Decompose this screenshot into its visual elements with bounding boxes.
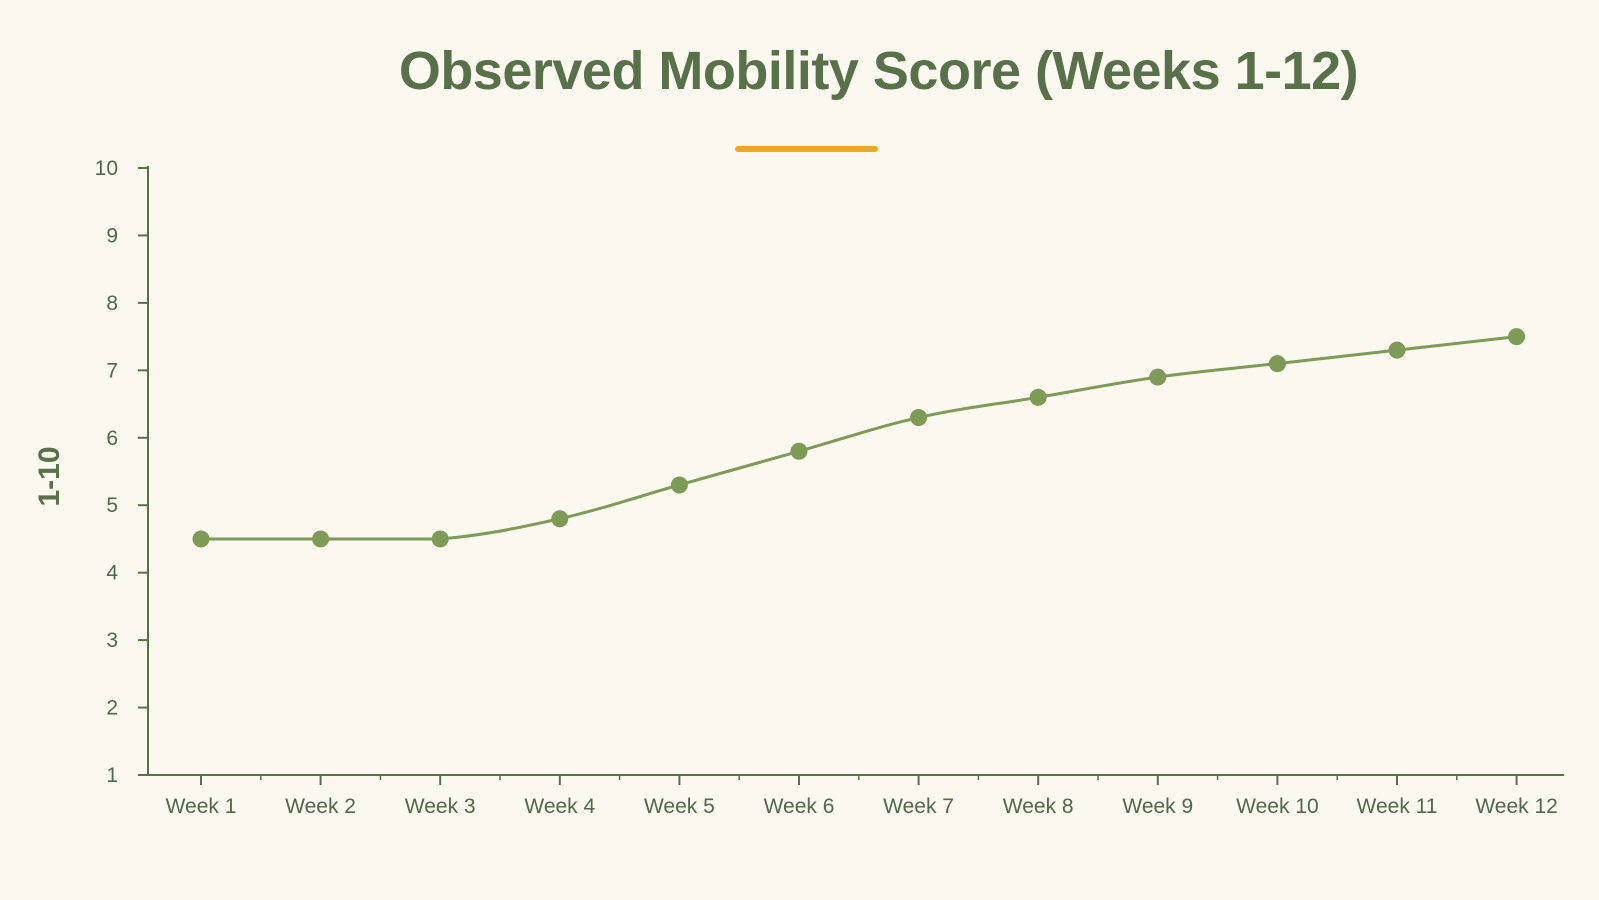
chart-title: Observed Mobility Score (Weeks 1-12) [398,41,1359,101]
y-tick-label: 10 [95,157,118,180]
y-tick-label: 8 [106,292,118,315]
x-ticks: Week 1 Week 2 Week 3 Week 4 Week 5 Week 6 Week… [166,775,1558,818]
x-axis: Week 1 Week 2 Week 3 Week 4 Week 5 Week 6 Week… [148,774,1564,818]
x-tick-label: Week 11 [1357,795,1438,818]
y-tick-label: 5 [106,494,118,517]
data-point [551,510,569,528]
y-tick-label: 3 [106,629,118,652]
x-tick-label: Week 10 [1236,795,1319,818]
data-point [1388,341,1406,359]
title-accent-underline [735,146,878,152]
data-point [1268,355,1286,373]
data-point [910,409,928,427]
x-tick-label: Week 1 [166,795,237,818]
y-tick-label: 1 [106,764,118,787]
data-point [1029,388,1047,406]
y-axis-label: 1-10 [33,446,66,506]
data-point [1508,328,1526,346]
y-tick-label: 7 [106,359,118,382]
data-point [1149,368,1167,386]
x-tick-label: Week 8 [1003,795,1074,818]
y-axis: 1 2 3 4 5 6 7 8 9 10 [95,157,149,787]
data-point [790,442,808,460]
x-tick-label: Week 2 [285,795,356,818]
x-tick-label: Week 4 [524,795,595,818]
x-tick-label: Week 3 [405,795,476,818]
data-point [670,476,688,494]
x-tick-label: Week 7 [883,795,954,818]
x-tick-label: Week 12 [1475,795,1558,818]
x-tick-label: Week 5 [644,795,715,818]
series-layer [192,328,1526,548]
x-tick-label: Week 9 [1122,795,1193,818]
data-point [312,530,330,548]
y-ticks: 1 2 3 4 5 6 7 8 9 10 [95,157,148,787]
y-tick-label: 2 [106,697,118,720]
y-tick-label: 9 [106,224,118,247]
x-tick-label: Week 6 [764,795,835,818]
data-point [192,530,210,548]
data-point [431,530,449,548]
series-line [199,335,1519,541]
y-tick-label: 6 [106,427,118,450]
y-tick-label: 4 [106,562,118,585]
